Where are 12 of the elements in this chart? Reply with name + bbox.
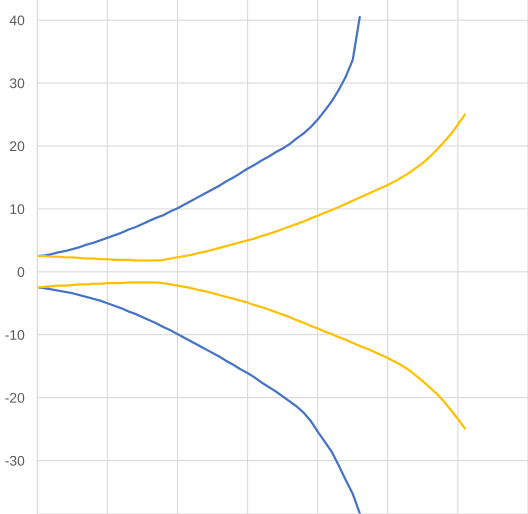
line-series — [37, 286, 361, 514]
y-tick-label: 40 — [10, 15, 24, 26]
y-tick-label: 20 — [10, 141, 24, 152]
line-series — [37, 16, 361, 258]
y-tick-label: 30 — [10, 78, 24, 88]
y-tick-label: -20 — [5, 392, 24, 403]
line-series — [37, 113, 466, 262]
y-tick-label: 0 — [18, 267, 24, 277]
y-tick-label: -30 — [5, 456, 24, 466]
y-tick-label: -10 — [5, 330, 24, 340]
line-series — [37, 281, 466, 430]
y-tick-label: 10 — [10, 204, 24, 214]
